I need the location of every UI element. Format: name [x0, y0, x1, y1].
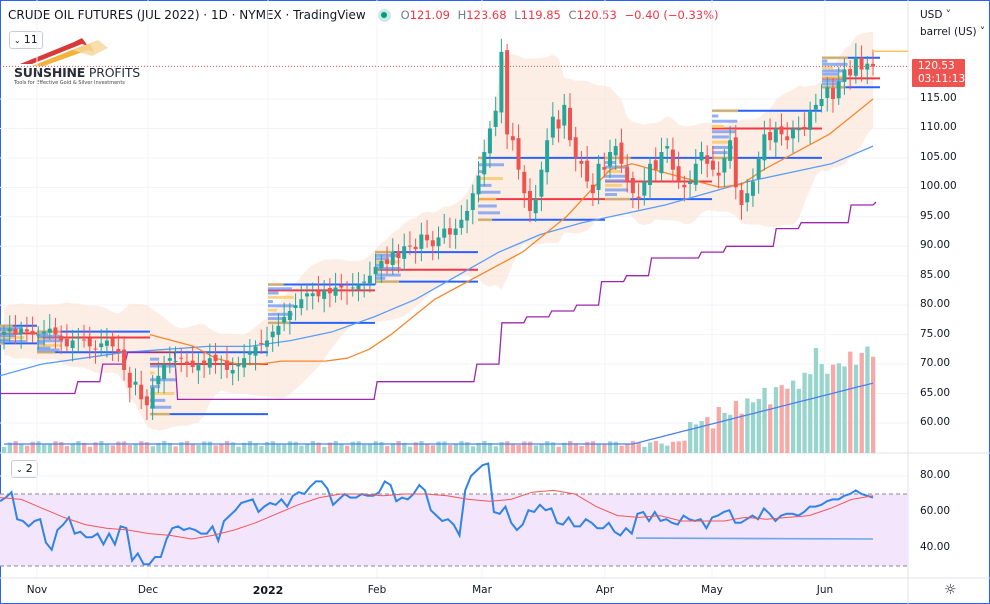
chevron-down-icon: ⌄: [14, 36, 21, 45]
high-value: 123.68: [466, 8, 507, 22]
time-tick-label: Nov: [26, 584, 48, 596]
price-tick-label: 95.00: [920, 209, 951, 222]
price-tick-label: 115.00: [920, 92, 957, 104]
low-value: 119.85: [520, 8, 561, 22]
price-tick-label: 85.00: [920, 268, 951, 281]
price-tick-label: 60.00: [920, 415, 951, 428]
time-tick-label: Feb: [367, 584, 387, 596]
rsi-tick-label: 60.00: [920, 505, 951, 517]
time-tick-label: 2022: [252, 584, 284, 597]
price-tick-label: 100.00: [920, 180, 957, 193]
price-tick-label: 90.00: [920, 239, 951, 252]
market-status-icon: [377, 8, 391, 22]
settings-gear-icon[interactable]: ☼: [944, 582, 957, 598]
chevron-down-icon: ⌄: [16, 465, 23, 474]
unit-selector[interactable]: barrel (US) ˅: [920, 26, 986, 38]
rsi-tick-label: 40.00: [920, 541, 951, 553]
time-tick-label: Dec: [137, 584, 159, 596]
price-tick-label: 75.00: [920, 327, 951, 340]
last-price-label: 120.53 03:11:13: [912, 59, 965, 87]
close-value: 120.53: [576, 8, 617, 22]
price-tick-label: 65.00: [920, 386, 951, 399]
change-value: −0.40 (−0.33%): [624, 8, 719, 22]
time-tick-label: Jun: [816, 584, 834, 596]
indicators-collapse-toggle[interactable]: ⌄ 11: [9, 31, 43, 49]
ohlc-legend: O121.09 H123.68 L119.85 C120.53 −0.40 (−…: [400, 8, 719, 22]
symbol-title[interactable]: CRUDE OIL FUTURES (JUL 2022) · 1D · NYME…: [8, 8, 366, 22]
time-tick-label: May: [701, 584, 723, 596]
logo-name: SUNSHINE PROFITS: [14, 65, 141, 80]
price-tick-label: 80.00: [920, 298, 951, 311]
price-tick-label: 105.00: [920, 150, 957, 163]
currency-selector[interactable]: USD ˅: [920, 9, 952, 21]
time-tick-label: Mar: [472, 584, 492, 596]
open-value: 121.09: [409, 8, 450, 22]
bar-countdown: 03:11:13: [918, 73, 966, 85]
rsi-tick-label: 80.00: [920, 469, 951, 481]
chart-header: CRUDE OIL FUTURES (JUL 2022) · 1D · NYME…: [8, 8, 723, 22]
time-tick-label: Apr: [595, 584, 615, 596]
logo-tagline: Tools for Effective Gold & Silver Invest…: [14, 80, 125, 86]
price-tick-label: 70.00: [920, 357, 951, 370]
price-tick-label: 110.00: [920, 121, 957, 134]
